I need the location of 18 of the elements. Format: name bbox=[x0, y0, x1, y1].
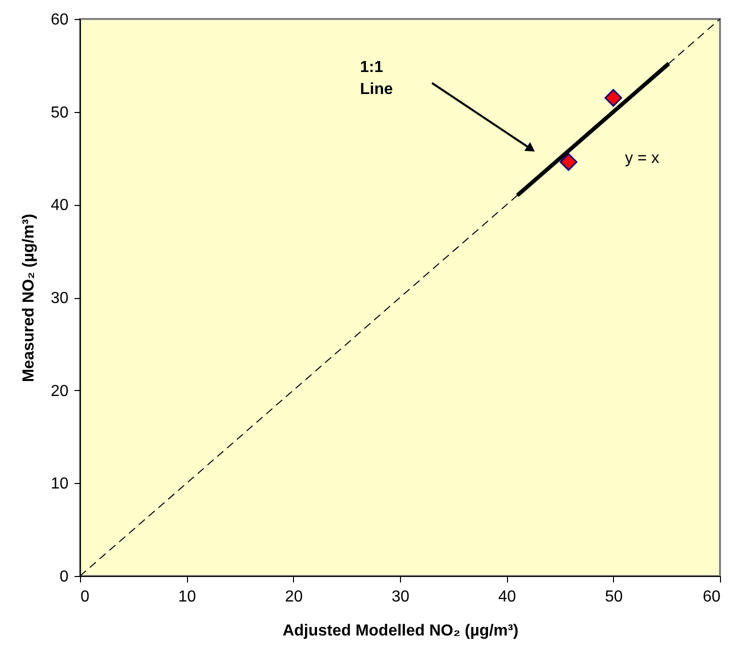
x-axis-title: Adjusted Modelled NO₂ (µg/m³) bbox=[282, 622, 518, 640]
x-tick-label: 20 bbox=[284, 588, 303, 606]
y-tick-label: 50 bbox=[50, 104, 69, 122]
x-tick-label: 0 bbox=[80, 588, 90, 606]
y-tick-label: 10 bbox=[50, 476, 69, 493]
y-tick-label: 0 bbox=[60, 568, 69, 586]
y-axis-title: Measured NO₂ (µg/m³) bbox=[20, 214, 38, 382]
x-tick-label: 60 bbox=[702, 588, 721, 606]
x-tick-label: 50 bbox=[604, 588, 623, 606]
x-tick-label: 10 bbox=[178, 588, 196, 606]
y-tick-label: 30 bbox=[50, 290, 69, 307]
x-tick-label: 40 bbox=[498, 588, 516, 606]
y-tick-label: 60 bbox=[50, 12, 69, 28]
y-tick-label: 40 bbox=[50, 197, 69, 214]
annotation: y = x bbox=[625, 150, 660, 167]
annotation: 1:1 Line bbox=[360, 59, 393, 98]
y-tick-label: 20 bbox=[50, 382, 69, 400]
x-tick-label: 30 bbox=[392, 588, 410, 606]
